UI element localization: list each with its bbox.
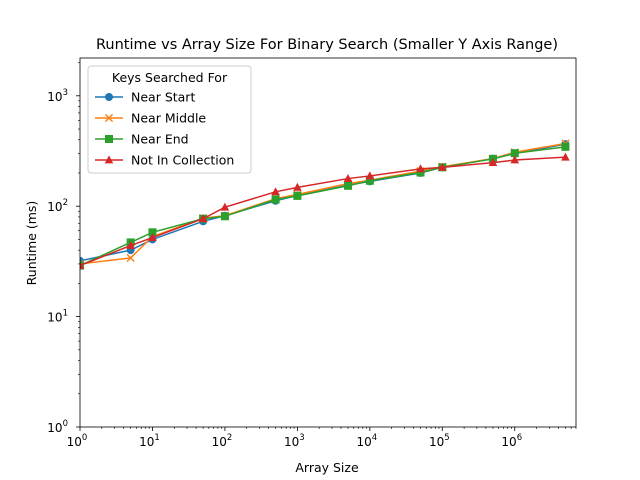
data-point-near-end — [344, 181, 353, 190]
data-point-not-in-collection — [416, 164, 425, 173]
data-point-not-in-collection — [488, 158, 498, 167]
legend-marker — [104, 113, 114, 123]
y-tick-label: 103 — [47, 88, 68, 104]
legend-label: Near Start — [131, 90, 195, 105]
y-tick-label: 100 — [47, 419, 68, 435]
data-point-not-in-collection — [80, 260, 85, 269]
data-point-not-in-collection — [148, 232, 157, 241]
x-tick-label: 102 — [212, 433, 233, 449]
x-tick-label: 104 — [356, 433, 377, 449]
data-point-not-in-collection — [220, 202, 230, 211]
data-point-near-end — [271, 195, 280, 204]
x-tick-label: 101 — [139, 433, 160, 449]
legend-entry-near-middle: Near Middle — [95, 111, 206, 126]
plot-area: 100 101 102 103 104 105 106 100 101 102 103 — [47, 57, 577, 449]
data-point-not-in-collection — [438, 162, 447, 171]
legend: Keys Searched For Near Start Near Middle Ne… — [87, 65, 252, 174]
x-tick-label: 100 — [67, 433, 88, 449]
data-point-near-end — [561, 142, 570, 151]
data-point-near-middle — [126, 253, 135, 263]
y-tick-label: 101 — [47, 309, 68, 325]
legend-label: Not In Collection — [131, 153, 234, 168]
data-point-not-in-collection — [365, 171, 375, 180]
legend-label: Near Middle — [131, 111, 206, 126]
chart-title: Runtime vs Array Size For Binary Search … — [96, 37, 558, 53]
legend-marker — [104, 155, 114, 164]
legend-title: Keys Searched For — [112, 70, 228, 85]
data-point-not-in-collection — [126, 240, 135, 249]
axes-frame — [79, 57, 577, 428]
legend-marker — [105, 93, 113, 101]
data-point-near-end — [148, 228, 157, 237]
x-tick-label: 103 — [284, 433, 305, 449]
data-point-not-in-collection — [293, 182, 302, 191]
x-tick-label: 106 — [501, 433, 522, 449]
legend-label: Near End — [131, 132, 189, 147]
data-point-not-in-collection — [510, 155, 520, 164]
data-point-near-end — [365, 176, 374, 185]
data-point-near-end — [416, 168, 425, 177]
data-point-not-in-collection — [343, 173, 353, 182]
data-point-not-in-collection — [198, 214, 208, 223]
legend-entry-near-end: Near End — [95, 132, 189, 147]
data-point-near-end — [220, 212, 229, 221]
legend-box — [87, 65, 252, 174]
legend-marker — [105, 135, 113, 143]
data-point-not-in-collection — [561, 152, 570, 161]
y-tick-label: 102 — [47, 198, 68, 214]
series-not-in-collection — [80, 152, 570, 269]
x-axis-label: Array Size — [295, 460, 359, 475]
legend-entry-near-start: Near Start — [95, 90, 195, 105]
series-line-not-in-collection — [80, 156, 566, 267]
series-group — [80, 139, 570, 270]
data-point-near-end — [293, 191, 302, 200]
y-axis-label: Runtime (ms) — [24, 201, 39, 286]
data-point-not-in-collection — [271, 187, 280, 196]
x-tick-label: 105 — [429, 433, 450, 449]
data-point-near-end — [510, 149, 519, 158]
legend-entry-not-in-collection: Not In Collection — [95, 153, 234, 168]
series-line-near-end — [80, 146, 566, 267]
